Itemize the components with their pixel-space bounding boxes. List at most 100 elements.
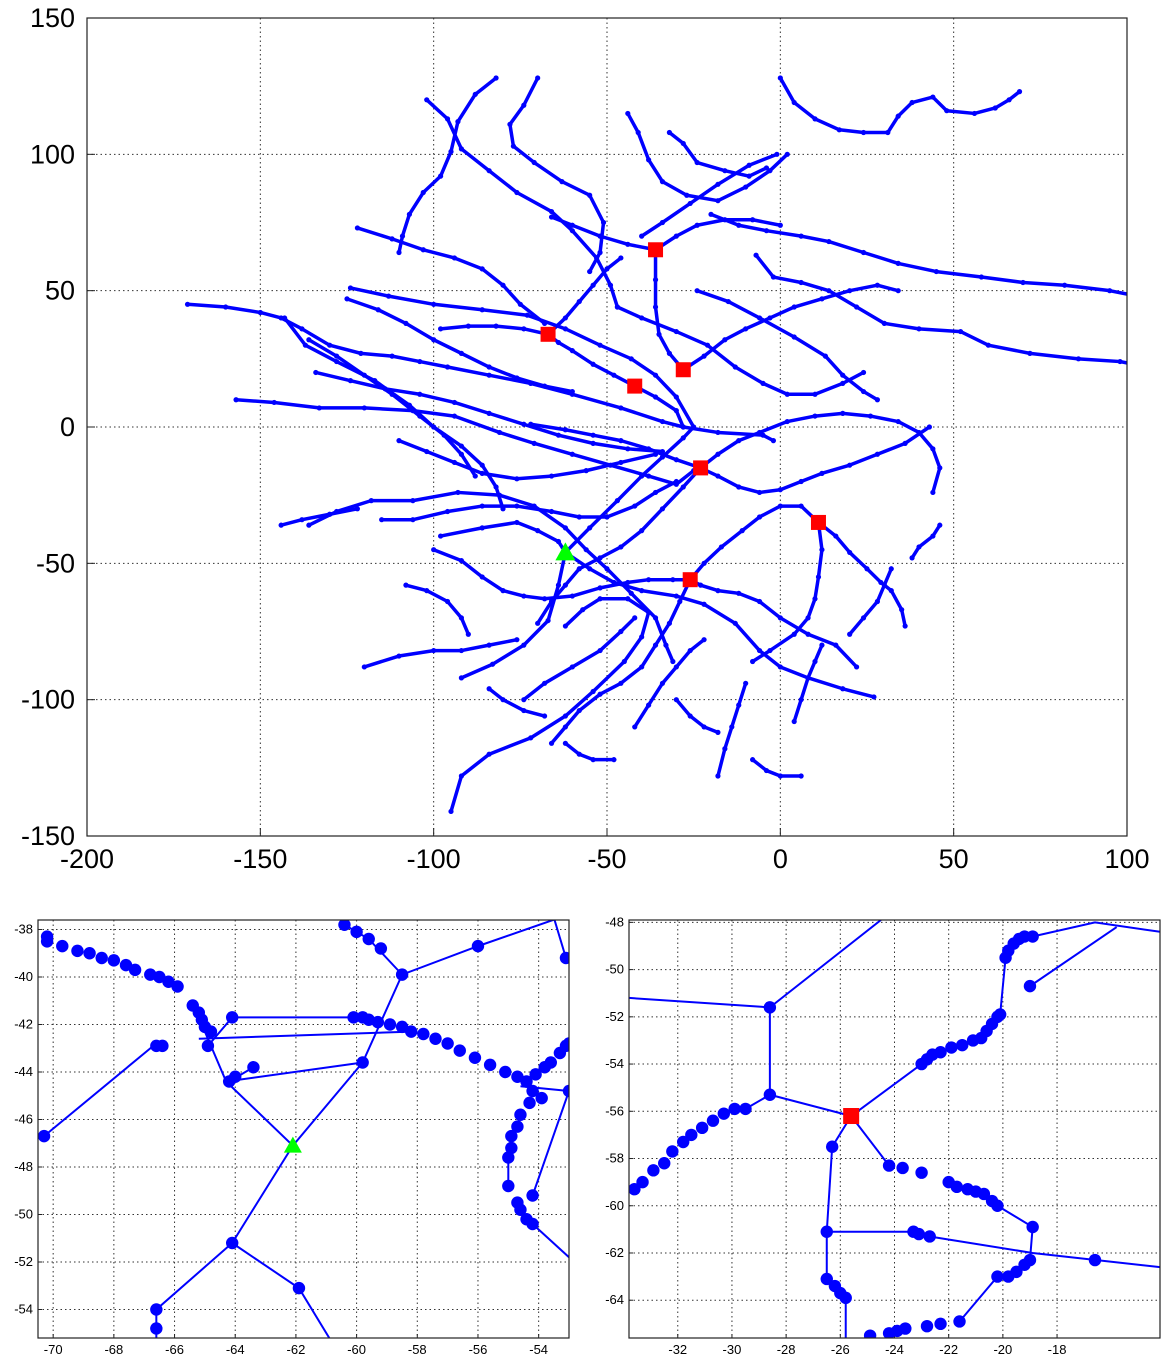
network-node: [486, 364, 492, 370]
network-node: [521, 326, 527, 332]
network-node: [1023, 1253, 1037, 1267]
network-node: [791, 718, 797, 725]
network-node: [597, 691, 603, 697]
network-node: [472, 473, 478, 479]
network-path: [632, 637, 706, 729]
network-node: [444, 116, 451, 122]
network-node: [907, 1225, 920, 1238]
network-node: [424, 97, 430, 103]
network-node: [840, 372, 846, 378]
network-node: [511, 1070, 524, 1083]
network-node: [395, 968, 409, 981]
network-node: [597, 555, 603, 561]
network-node: [562, 724, 569, 730]
network-node: [597, 249, 603, 256]
network-node: [860, 129, 867, 136]
network-node: [431, 301, 437, 307]
network-node: [673, 593, 679, 599]
network-node: [874, 451, 881, 457]
network-node: [1027, 350, 1033, 356]
network-node: [334, 353, 340, 359]
network-node: [420, 247, 426, 253]
network-node: [444, 598, 451, 605]
x-tick-label: 50: [939, 844, 969, 874]
network-node: [715, 451, 721, 457]
network-node: [728, 1102, 741, 1116]
network-node: [777, 487, 783, 493]
network-node: [548, 208, 555, 215]
network-node: [639, 588, 645, 594]
network-node: [798, 279, 804, 286]
network-node: [784, 418, 790, 425]
network-node: [777, 615, 783, 621]
x-tick-label: -70: [44, 1342, 63, 1357]
network-node: [162, 975, 175, 988]
network-node: [502, 1151, 515, 1164]
network-node: [344, 296, 350, 302]
network-node: [756, 514, 763, 520]
network-node: [695, 1121, 709, 1135]
network-node: [389, 391, 395, 397]
network-node: [548, 214, 555, 220]
network-node: [361, 372, 367, 378]
network-node: [156, 1039, 169, 1053]
network-node: [396, 438, 402, 444]
plot-frame: [86, 17, 1128, 837]
network-node: [820, 1272, 833, 1286]
x-tick-label: -100: [407, 844, 461, 874]
network-node: [698, 582, 704, 588]
network-node: [468, 1051, 482, 1064]
network-node: [1107, 288, 1113, 294]
network-node: [587, 566, 593, 572]
network-path: [563, 550, 876, 699]
network-node: [472, 91, 478, 97]
network-node: [944, 108, 950, 114]
network-node: [930, 446, 936, 452]
network-node: [417, 1027, 430, 1041]
network-node: [583, 547, 589, 553]
network-node: [514, 375, 520, 381]
network-node: [597, 647, 603, 654]
network-path: [695, 288, 880, 402]
network-node: [520, 1075, 533, 1088]
network-node: [670, 577, 676, 583]
network-edge: [553, 920, 567, 959]
y-tick-label: -100: [21, 685, 75, 715]
network-node: [604, 566, 610, 572]
network-node: [576, 751, 582, 757]
network-node: [874, 397, 881, 403]
network-node: [722, 337, 728, 343]
chart-panel-1: -70 -68 -66 -64 -62 -60 -58 -56 -54 -54 -52 -50 -48 -…: [14, 919, 570, 1357]
network-node: [562, 740, 569, 746]
network-node: [500, 282, 506, 288]
network-node: [517, 301, 523, 307]
network-node: [597, 233, 603, 239]
x-tick-label: -18: [1048, 1342, 1067, 1357]
network-node: [770, 438, 777, 444]
network-node: [621, 658, 627, 665]
network-node: [704, 342, 711, 348]
network-node: [763, 767, 770, 774]
network-node: [888, 566, 894, 572]
network-node: [490, 661, 496, 667]
network-node: [493, 75, 499, 81]
network-node: [486, 372, 492, 378]
network-node: [680, 484, 686, 490]
network-node: [961, 1183, 974, 1196]
network-node: [583, 468, 589, 474]
network-node: [945, 1041, 958, 1054]
x-tick-label: -30: [723, 1342, 742, 1357]
network-node: [389, 236, 395, 242]
network-node: [942, 1175, 955, 1189]
network-node: [569, 664, 575, 670]
network-node: [715, 181, 721, 187]
network-node: [791, 334, 797, 340]
network-node: [791, 631, 797, 637]
red-square-marker: [540, 326, 556, 342]
network-node: [441, 432, 447, 438]
x-tick-label: 0: [773, 844, 788, 874]
network-node: [625, 596, 631, 602]
network-edge: [1029, 926, 1118, 987]
network-node: [958, 328, 964, 335]
network-node: [526, 1189, 539, 1202]
